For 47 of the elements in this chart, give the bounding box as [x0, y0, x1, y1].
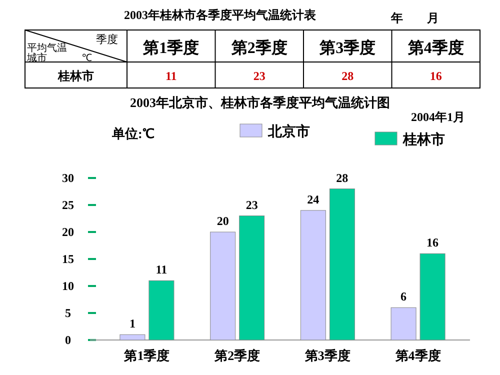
annotation: 11 — [156, 262, 168, 277]
data-label: 20 — [216, 214, 229, 228]
data-label: 24 — [307, 192, 320, 206]
category-label: 第1季度 — [143, 40, 200, 57]
legend-label: 北京市 — [267, 123, 310, 140]
bar — [300, 210, 326, 340]
y-tick-label: 30 — [62, 171, 74, 185]
bar — [329, 188, 355, 340]
bar — [239, 216, 265, 340]
text: ℃ — [82, 53, 92, 64]
text: 季度 — [96, 33, 118, 46]
x-tick-label: 第3季度 — [304, 348, 350, 363]
text: 桂林市 — [58, 69, 94, 83]
bar — [420, 253, 446, 340]
y-tick-label: 15 — [62, 252, 74, 266]
annotation: 16 — [426, 236, 439, 250]
data-label: 16 — [430, 69, 442, 83]
bar — [210, 232, 236, 340]
bar — [148, 280, 174, 340]
data-label: 28 — [342, 69, 354, 83]
chart-title: 2003年北京市、桂林市各季度平均气温统计图 — [130, 95, 390, 110]
y-tick-label: 25 — [62, 198, 74, 212]
y-tick-label: 5 — [65, 306, 71, 320]
text: 城市 — [26, 52, 47, 64]
x-tick-label: 第4季度 — [394, 348, 441, 363]
data-label: 1 — [129, 316, 136, 331]
category-label: 第2季度 — [231, 40, 288, 57]
y-tick-label: 10 — [62, 279, 74, 293]
data-label: 11 — [165, 69, 177, 83]
category-label: 第3季度 — [320, 40, 376, 57]
text: 2003年桂林市各季度平均气温统计表 — [124, 8, 317, 22]
bar — [390, 307, 416, 340]
y-tick-label: 20 — [62, 225, 74, 239]
bar — [120, 334, 146, 340]
text: 平均气温 — [27, 42, 67, 54]
x-tick-label: 第2季度 — [214, 348, 260, 363]
legend-label: 桂林市 — [402, 131, 445, 148]
text: 年 月 — [390, 11, 439, 25]
annotation: 28 — [336, 170, 348, 185]
y-tick-label: 0 — [65, 333, 71, 347]
data-label: 6 — [400, 290, 407, 304]
x-tick-label: 第1季度 — [123, 348, 170, 363]
category-label: 第4季度 — [408, 40, 464, 57]
text: 2004年1月 — [411, 110, 465, 124]
annotation: 23 — [246, 198, 258, 212]
data-label: 23 — [253, 69, 266, 83]
text: 单位:℃ — [111, 126, 154, 141]
